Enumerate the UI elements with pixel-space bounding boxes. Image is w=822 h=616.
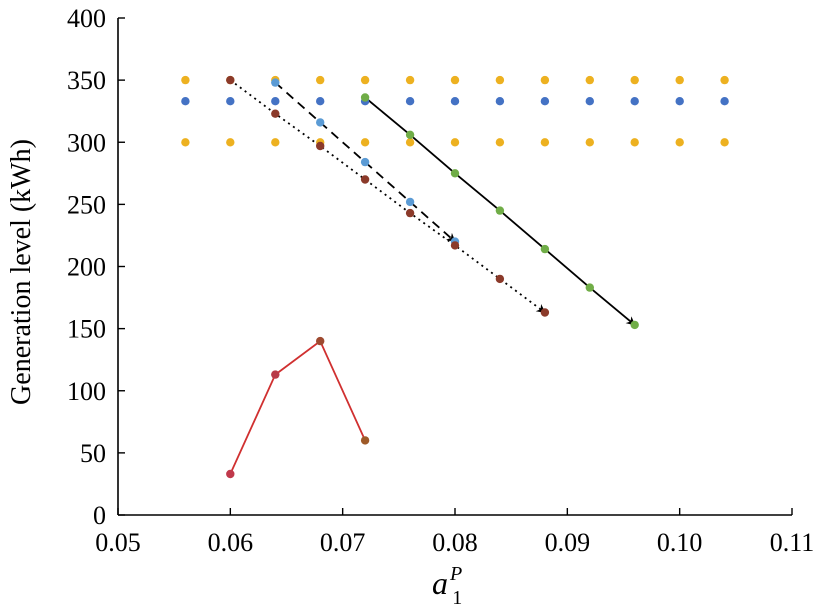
x-tick-label: 0.11 (770, 528, 815, 557)
data-point (271, 78, 280, 87)
data-point (360, 93, 370, 102)
x-tick-label: 0.07 (320, 528, 366, 557)
data-point (226, 138, 235, 147)
data-point (271, 138, 280, 147)
data-point (720, 97, 729, 106)
x-tick-label: 0.05 (95, 528, 141, 557)
data-point (630, 75, 639, 85)
x-axis-label-main: a (432, 565, 448, 601)
data-point (540, 308, 550, 317)
x-tick-label: 0.09 (545, 528, 591, 557)
data-point (450, 169, 460, 178)
y-tick-label: 100 (67, 377, 106, 406)
data-point (316, 97, 325, 106)
series-line (274, 81, 456, 243)
data-point (271, 370, 280, 379)
data-point (316, 336, 325, 346)
data-point (585, 138, 594, 147)
data-point (450, 241, 460, 250)
data-point (585, 283, 594, 292)
data-point (495, 138, 505, 147)
y-tick-label: 300 (67, 128, 106, 157)
data-point (585, 75, 594, 85)
x-tick-label: 0.10 (657, 528, 703, 557)
x-tick-label: 0.06 (208, 528, 254, 557)
data-point (630, 97, 639, 106)
data-point (271, 97, 280, 106)
axis-labels: Generation level (kWh) a P 1 (6, 139, 466, 609)
data-point (360, 175, 370, 184)
data-point (540, 244, 550, 254)
data-point (630, 138, 639, 147)
data-point (450, 75, 460, 85)
data-point (226, 469, 235, 479)
x-axis-label: a P 1 (432, 563, 466, 609)
data-point (675, 97, 684, 106)
series-line (229, 339, 366, 475)
data-point (495, 97, 505, 106)
data-point (585, 97, 594, 106)
data-point (405, 97, 415, 106)
y-tick-label: 400 (67, 4, 106, 33)
data-point (720, 138, 729, 147)
data-point (630, 320, 639, 330)
data-point (675, 138, 684, 147)
data-point (360, 436, 370, 445)
y-tick-label: 0 (93, 501, 106, 530)
data-point (540, 138, 550, 147)
data-point (540, 97, 550, 106)
data-point (495, 206, 505, 215)
data-point (405, 197, 415, 207)
data-point (316, 141, 325, 151)
data-point (495, 274, 505, 284)
data-point (181, 138, 190, 147)
data-point (360, 75, 370, 85)
data-point (675, 75, 684, 85)
data-point (226, 97, 235, 106)
axes: 0.05 0.06 0.07 0.08 0.09 0.10 0.11 0 50 100 150 200… (67, 4, 814, 557)
data-point (405, 138, 415, 147)
data-point (450, 97, 460, 106)
series-lines (229, 79, 636, 475)
data-point (226, 75, 235, 85)
data-points (181, 75, 729, 479)
y-tick-label: 350 (67, 66, 106, 95)
data-point (450, 138, 460, 147)
y-tick-label: 200 (67, 253, 106, 282)
data-point (540, 75, 550, 85)
series-line (229, 79, 546, 314)
x-tick-label: 0.08 (432, 528, 478, 557)
x-axis-label-sub: 1 (452, 587, 462, 609)
data-point (360, 138, 370, 147)
data-point (495, 75, 505, 85)
x-axis-label-sup: P (449, 563, 462, 585)
y-tick-label: 50 (80, 439, 106, 468)
data-point (316, 118, 325, 127)
data-point (360, 157, 370, 167)
data-point (405, 130, 415, 139)
data-point (405, 208, 415, 218)
data-point (316, 75, 325, 85)
y-axis-label: Generation level (kWh) (6, 139, 37, 405)
data-point (181, 75, 190, 85)
data-point (720, 75, 729, 85)
data-point (181, 97, 190, 106)
data-point (405, 75, 415, 85)
data-point (271, 109, 280, 118)
y-tick-label: 150 (67, 315, 106, 344)
y-tick-label: 250 (67, 190, 106, 219)
